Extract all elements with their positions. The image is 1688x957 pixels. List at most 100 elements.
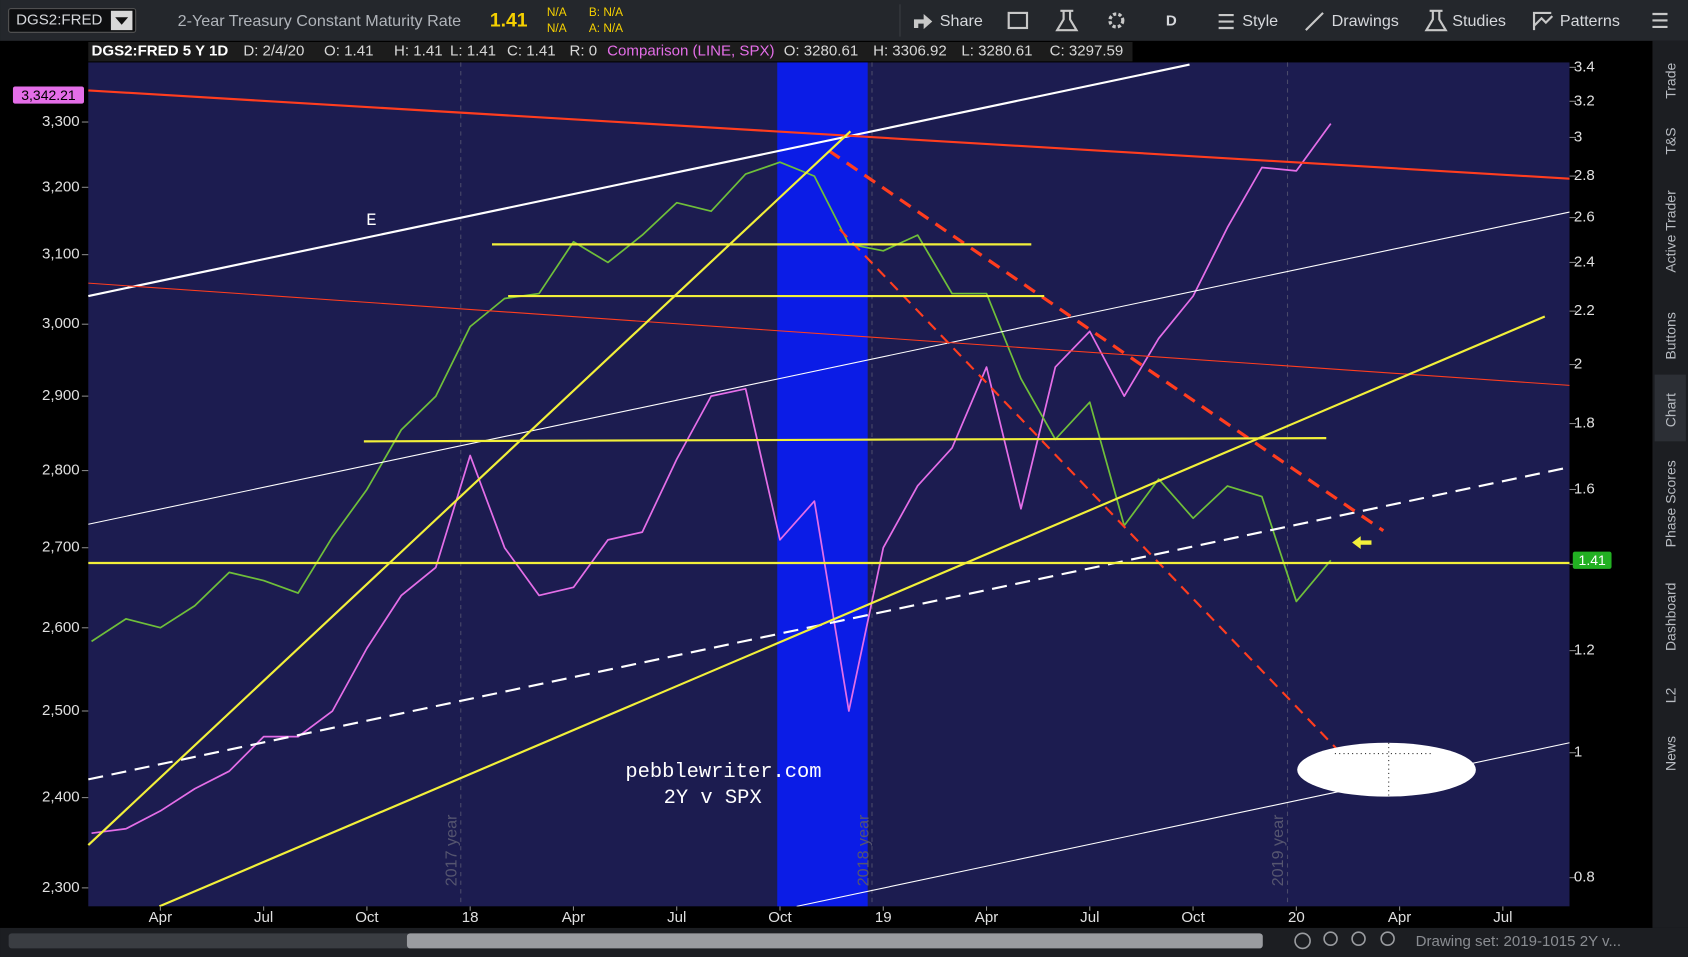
side-tab[interactable]: Buttons (1663, 312, 1679, 359)
y2-tick-label: 1 (1574, 744, 1582, 761)
studies-icon (1424, 9, 1448, 32)
comparison-close: C: 3297.59 (1050, 43, 1124, 60)
scrollbar-thumb[interactable] (406, 933, 1263, 949)
axis-layer: 2,300 2,400 2,500 2,600 2,700 2,800 2,900 3,000… (12, 58, 1612, 926)
y-tick-label: 3,000 (42, 315, 80, 332)
side-tab[interactable]: Active Trader (1663, 190, 1679, 273)
x-tick-label: Oct (1181, 909, 1205, 926)
side-tab[interactable]: News (1663, 736, 1679, 771)
y-tick-label: 2,500 (42, 702, 80, 719)
y2-tick-label: 3.4 (1574, 58, 1595, 75)
y-tick-label: 2,900 (42, 387, 80, 404)
toolbar (0, 0, 1688, 41)
series-line (91, 123, 1332, 835)
symbol: DGS2:FRED (16, 11, 102, 28)
trend-line (88, 282, 1570, 386)
patterns-button[interactable]: Patterns (1560, 12, 1620, 30)
drawing-set: Drawing set: 2019-1015 2Y v... (1416, 933, 1621, 950)
side-tab[interactable]: L2 (1663, 687, 1679, 703)
trend-line (88, 89, 1570, 180)
zoom-out-button[interactable] (1351, 931, 1366, 946)
zoom-in-button[interactable] (1323, 931, 1338, 946)
arrow-marker (1352, 536, 1372, 550)
x-tick-label: Apr (975, 909, 998, 926)
y-tick-label: 2,400 (42, 789, 80, 806)
y2-tick-label: 1.6 (1574, 480, 1595, 497)
x-tick-label: 20 (1288, 909, 1305, 926)
ellipse-drawing (1297, 742, 1476, 797)
last-price: 1.41 (490, 10, 528, 32)
trend-line (838, 228, 1339, 752)
highlight-band (777, 62, 868, 907)
description: 2-Year Treasury Constant Maturity Rate (178, 12, 462, 30)
y2-tick-label: 1.8 (1574, 415, 1595, 432)
y-tick-label: 3,300 (42, 113, 80, 130)
change-percent: N/A (547, 21, 567, 35)
x-tick-label: 19 (875, 909, 892, 926)
drawings (87, 63, 1570, 908)
price-marker (1572, 551, 1612, 569)
y2-tick-label: 2.4 (1574, 253, 1595, 270)
share-button[interactable]: Share (940, 12, 983, 30)
flask-icon[interactable] (1055, 9, 1079, 32)
x-tick-label: Oct (768, 909, 792, 926)
trend-line (87, 130, 852, 846)
watermark: pebblewriter.com (625, 761, 821, 784)
side-tab[interactable]: Chart (1663, 393, 1679, 427)
header-close: C: 1.41 (507, 43, 556, 60)
aggregation[interactable]: D (1166, 13, 1177, 30)
ellipse-crosshair (1334, 742, 1432, 797)
x-axis (0, 906, 1653, 928)
grid-icon[interactable] (1007, 11, 1029, 30)
x-tick-label: Oct (355, 909, 379, 926)
wave-label: E (366, 212, 376, 231)
side-tab[interactable]: T&S (1663, 127, 1679, 154)
menu-icon[interactable] (1652, 12, 1668, 28)
x-tick-label: Apr (149, 909, 172, 926)
crosshair-button[interactable] (1294, 932, 1311, 950)
drawings-icon (1305, 12, 1324, 31)
watermark-subtitle: 2Y v SPX (664, 787, 762, 810)
x-tick-label: 18 (462, 909, 479, 926)
x-tick-label: Apr (562, 909, 585, 926)
x-tick-label: Jul (254, 909, 273, 926)
header-low: L: 1.41 (450, 43, 496, 60)
style-button[interactable]: Style (1242, 12, 1278, 30)
horizontal-line (363, 437, 1327, 443)
zoom-box-button[interactable] (1380, 931, 1395, 946)
studies-button[interactable]: Studies (1452, 12, 1506, 30)
y2-tick-label: 2.6 (1574, 209, 1595, 226)
style-icon (1218, 13, 1234, 30)
y2-tick-label: 2.2 (1574, 302, 1595, 319)
y-tick-label: 2,600 (42, 619, 80, 636)
trend-line (88, 211, 1570, 525)
trend-line (88, 466, 1570, 781)
header-range: R: 0 (569, 43, 597, 60)
zoom-controls (1294, 931, 1395, 950)
change: N/A (547, 5, 567, 19)
drawings-button[interactable]: Drawings (1332, 12, 1399, 30)
y2-tick-label: 1.2 (1574, 642, 1595, 659)
year-label: 2017 year (442, 814, 460, 886)
side-tab[interactable]: Phase Scores (1663, 460, 1679, 547)
y2-tick-label: 2 (1574, 356, 1582, 373)
active-tab (1654, 374, 1686, 442)
comparison-low: L: 3280.61 (961, 43, 1032, 60)
bid: B: N/A (589, 5, 623, 19)
comparison-open: O: 3280.61 (784, 43, 859, 60)
side-tab[interactable]: Dashboard (1663, 583, 1679, 651)
trend-line (158, 315, 1546, 908)
x-tick-label: Jul (1080, 909, 1099, 926)
header-high: H: 1.41 (394, 43, 443, 60)
dropdown-arrow (115, 17, 129, 25)
y2-tick-label: 0.8 (1574, 869, 1595, 886)
settings-icon[interactable] (1108, 12, 1125, 29)
header-open: O: 1.41 (324, 43, 373, 60)
share-icon (913, 13, 933, 30)
x-tick-label: Jul (1493, 909, 1512, 926)
symbol-box[interactable] (8, 8, 137, 33)
trend-line (88, 63, 1190, 298)
side-tab[interactable]: Trade (1663, 63, 1679, 99)
